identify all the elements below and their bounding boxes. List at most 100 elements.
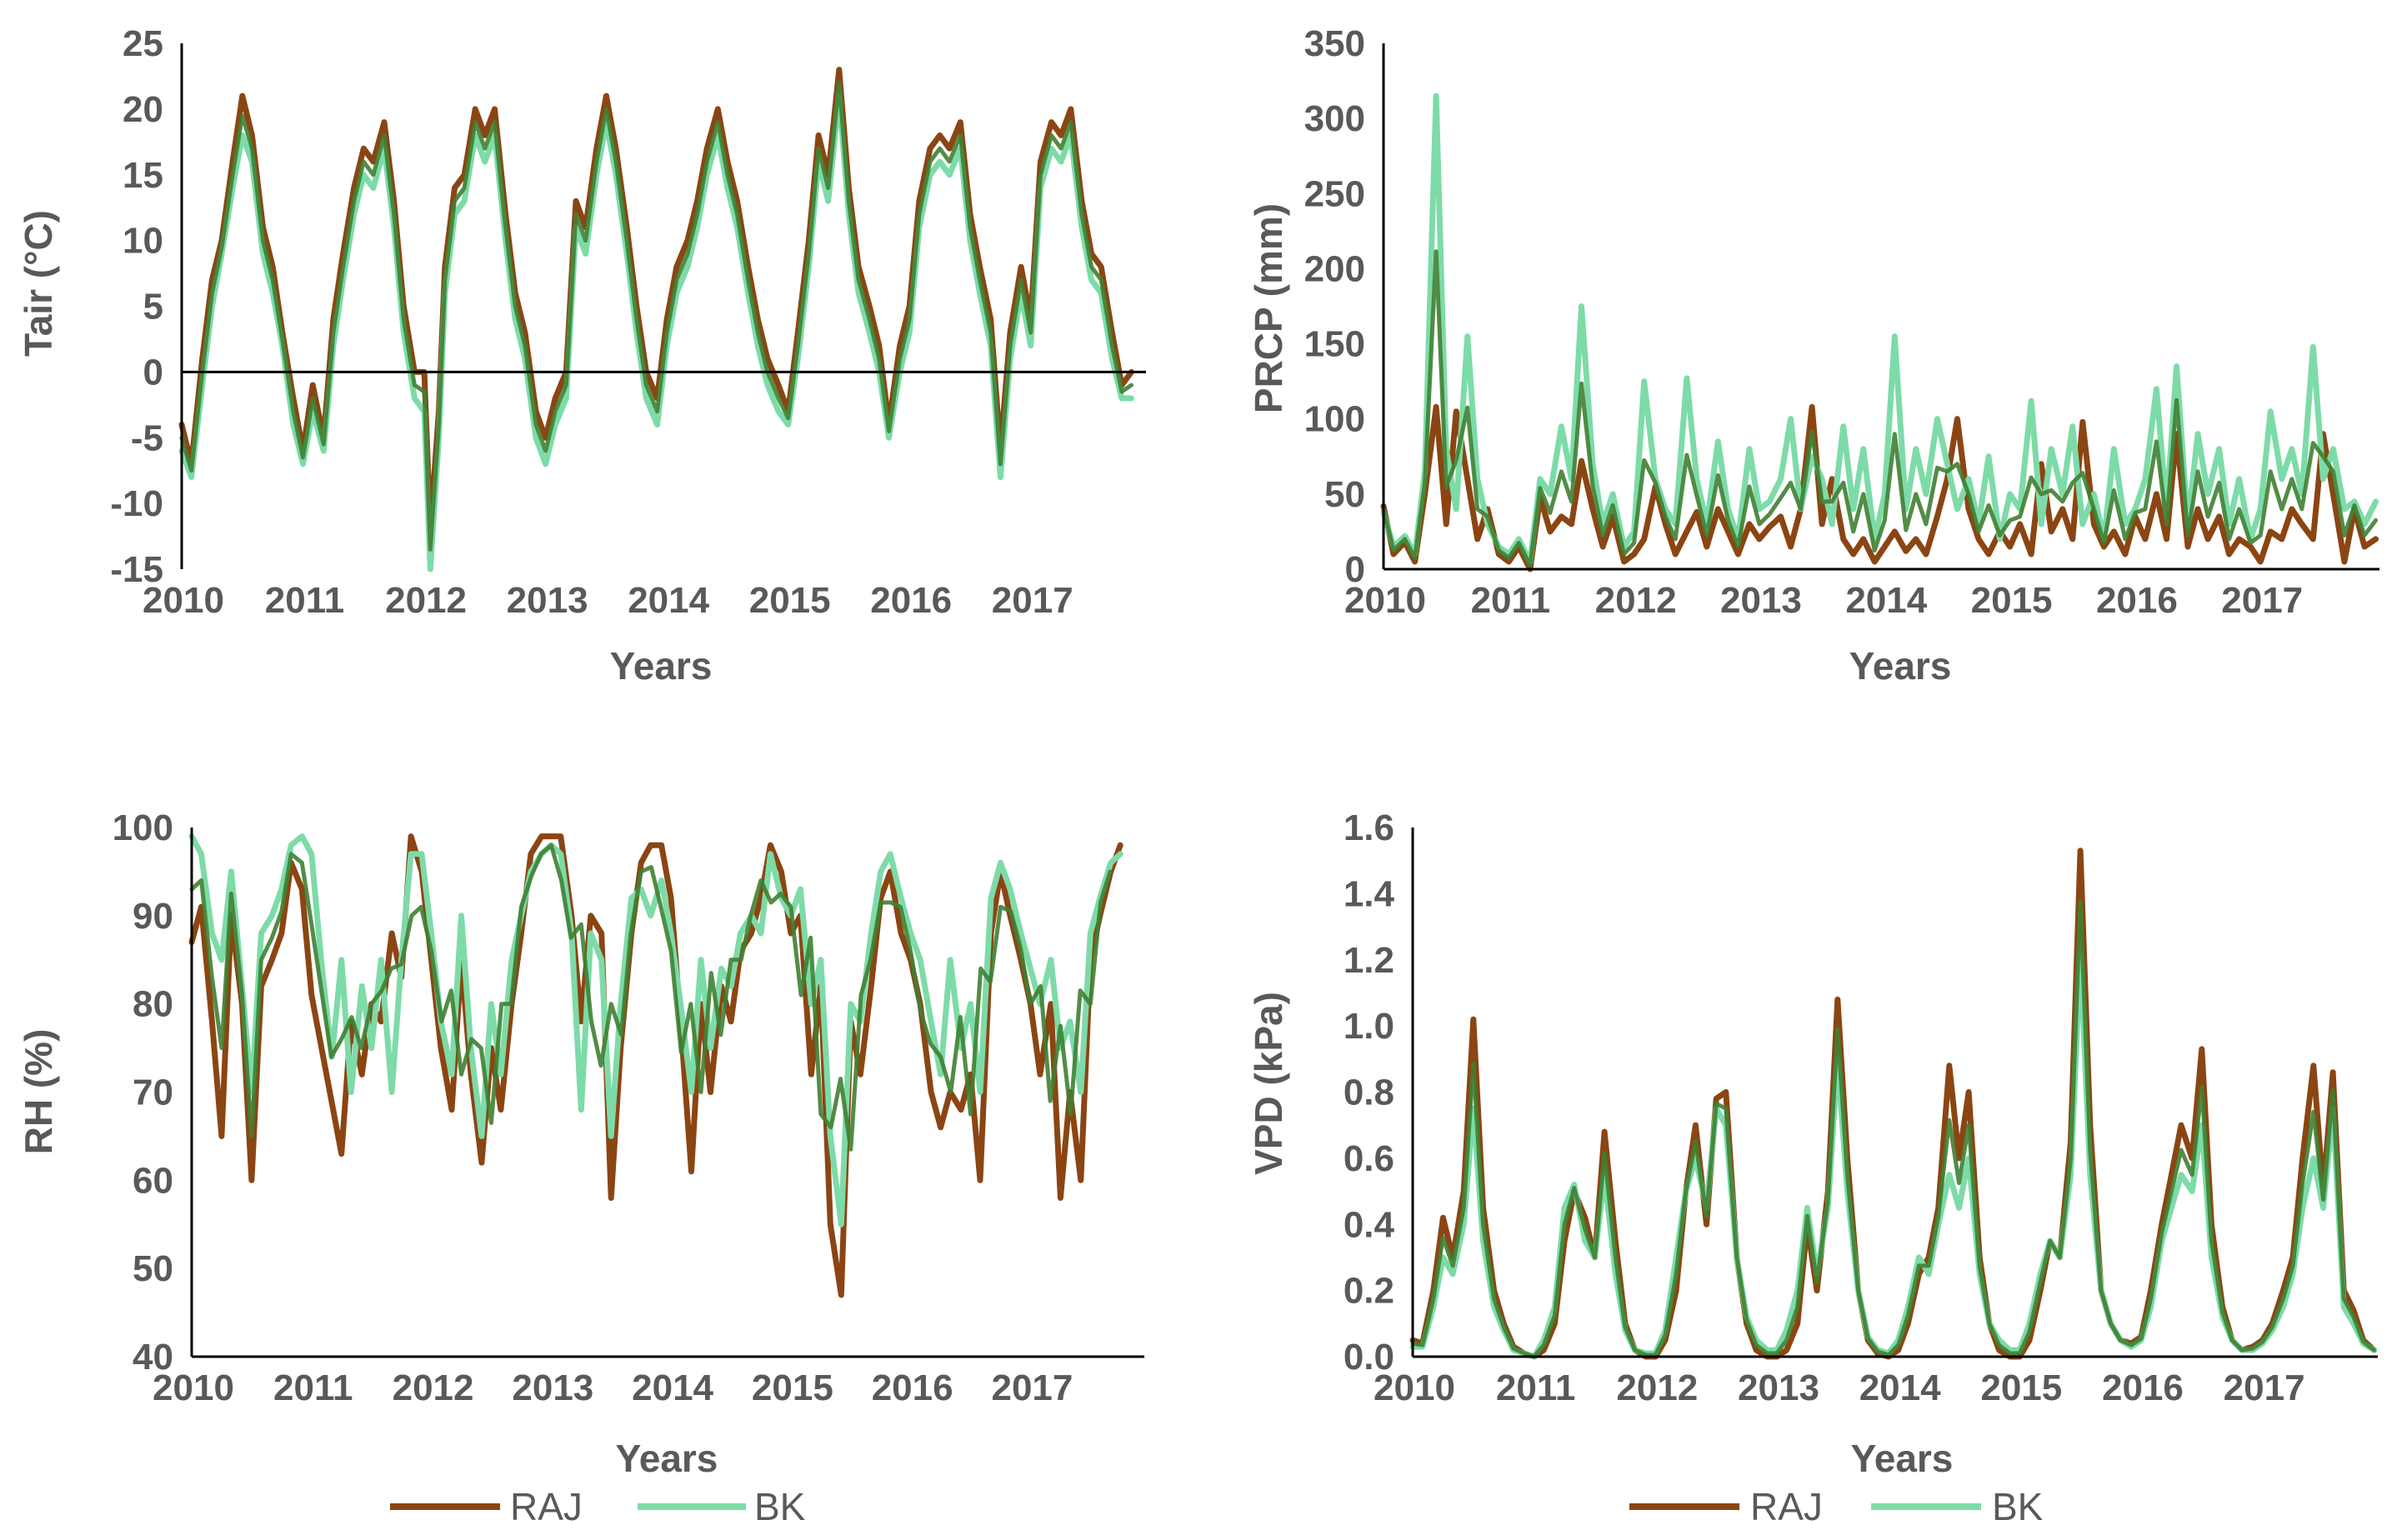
vpd-legend: RAJ BK	[1629, 1485, 2044, 1528]
prcp-y-tick-label: 300	[1304, 98, 1365, 139]
tair-y-tick-label: 25	[123, 23, 163, 64]
prcp-x-tick-label: 2011	[1471, 580, 1550, 621]
prcp-x-label: Years	[1849, 644, 1952, 688]
tair-axes	[180, 43, 1146, 569]
prcp-x-tick-label: 2010	[1344, 580, 1426, 621]
tair-series-overlap	[179, 80, 1133, 552]
prcp-y-ticks: 0 50 100 150 200 250 300 350	[1304, 23, 1365, 590]
vpd-x-tick-label: 2017	[2224, 1368, 2305, 1408]
prcp-y-tick-label: 50	[1324, 474, 1365, 515]
rh-y-tick-label: 70	[133, 1072, 173, 1113]
tair-x-label: Years	[610, 644, 713, 688]
vpd-x-tick-label: 2013	[1738, 1368, 1819, 1408]
vpd-y-tick-label: 1.0	[1344, 1006, 1394, 1047]
prcp-series-overlap	[1381, 249, 2378, 568]
vpd-y-ticks: 0.0 0.2 0.4 0.6 0.8 1.0 1.2 1.4 1.6	[1344, 808, 1395, 1378]
legend-bk-label: BK	[754, 1485, 806, 1528]
rh-series-overlap	[189, 842, 1113, 1152]
tair-x-tick-label: 2016	[870, 580, 952, 621]
prcp-y-label: PRCP (mm)	[1247, 203, 1290, 413]
legend-raj-label: RAJ	[1750, 1485, 1823, 1528]
vpd-y-tick-label: 1.4	[1344, 873, 1395, 914]
rh-y-tick-label: 80	[133, 984, 173, 1025]
rh-y-tick-label: 100	[113, 808, 173, 848]
tair-y-label: Tair (°C)	[17, 210, 60, 357]
rh-y-tick-label: 90	[133, 896, 173, 937]
panel-vpd: 0.0 0.2 0.4 0.6 0.8 1.0 1.2 1.4 1.6 2010 2011 2012…	[1247, 808, 2378, 1528]
prcp-series-bk	[1380, 92, 2379, 565]
rh-axes	[190, 828, 1144, 1358]
rh-legend: RAJ BK	[390, 1485, 806, 1528]
rh-x-label: Years	[616, 1437, 718, 1480]
prcp-y-tick-label: 200	[1304, 248, 1365, 289]
tair-x-tick-label: 2015	[749, 580, 831, 621]
vpd-x-tick-label: 2010	[1374, 1368, 1455, 1408]
prcp-x-tick-label: 2014	[1845, 580, 1927, 621]
tair-x-tick-label: 2012	[385, 580, 467, 621]
rh-y-tick-label: 40	[133, 1337, 173, 1378]
rh-x-tick-label: 2015	[752, 1368, 833, 1408]
vpd-y-tick-label: 0.4	[1344, 1204, 1395, 1245]
prcp-lines	[1380, 92, 2379, 572]
tair-y-tick-label: 10	[123, 221, 163, 262]
prcp-y-tick-label: 0	[1345, 549, 1365, 590]
legend-bk-label: BK	[1992, 1485, 2044, 1528]
rh-x-tick-label: 2011	[273, 1368, 353, 1408]
prcp-x-tick-label: 2017	[2221, 580, 2303, 621]
vpd-y-label: VPD (kPa)	[1247, 992, 1290, 1175]
vpd-x-tick-label: 2016	[2102, 1368, 2184, 1408]
rh-x-ticks: 2010 2011 2012 2013 2014 2015 2016 2017	[153, 1368, 1073, 1408]
prcp-y-tick-label: 350	[1304, 23, 1365, 64]
prcp-x-tick-label: 2016	[2096, 580, 2178, 621]
tair-y-tick-label: 15	[123, 155, 163, 196]
vpd-x-tick-label: 2012	[1616, 1368, 1698, 1408]
rh-x-tick-label: 2014	[632, 1368, 713, 1408]
tair-y-tick-label: 0	[143, 352, 163, 392]
prcp-y-tick-label: 150	[1304, 324, 1365, 365]
vpd-x-ticks: 2010 2011 2012 2013 2014 2015 2016 2017	[1374, 1368, 2305, 1408]
tair-series-raj	[178, 67, 1134, 533]
rh-y-tick-label: 50	[133, 1248, 173, 1289]
vpd-x-tick-label: 2011	[1496, 1368, 1575, 1408]
vpd-y-tick-label: 0.2	[1344, 1271, 1394, 1312]
tair-x-tick-label: 2010	[143, 580, 224, 621]
rh-x-tick-label: 2013	[512, 1368, 593, 1408]
vpd-y-tick-label: 0.8	[1344, 1072, 1394, 1113]
tair-y-tick-label: -5	[131, 418, 163, 458]
vpd-series-overlap	[1410, 899, 2377, 1359]
prcp-x-tick-label: 2012	[1595, 580, 1677, 621]
prcp-series-raj	[1380, 403, 2379, 572]
tair-lines	[178, 67, 1134, 572]
rh-x-tick-label: 2010	[153, 1368, 234, 1408]
prcp-x-tick-label: 2013	[1720, 580, 1802, 621]
tair-y-tick-label: -15	[110, 549, 163, 590]
tair-x-ticks: 2010 2011 2012 2013 2014 2015 2016 2017	[143, 580, 1073, 621]
rh-y-ticks: 40 50 60 70 80 90 100	[113, 808, 173, 1378]
tair-y-tick-label: -10	[110, 483, 163, 524]
tair-x-tick-label: 2017	[992, 580, 1073, 621]
vpd-axes	[1411, 828, 2378, 1358]
rh-y-label: RH (%)	[17, 1029, 60, 1155]
prcp-x-ticks: 2010 2011 2012 2013 2014 2015 2016 2017	[1344, 580, 2303, 621]
vpd-y-tick-label: 1.2	[1344, 940, 1394, 981]
prcp-axes	[1382, 43, 2379, 571]
legend-raj-label: RAJ	[510, 1485, 583, 1528]
tair-x-tick-label: 2011	[265, 580, 344, 621]
vpd-y-tick-label: 1.6	[1344, 808, 1394, 848]
vpd-y-tick-label: 0.6	[1344, 1138, 1394, 1179]
vpd-lines	[1409, 848, 2378, 1360]
rh-x-tick-label: 2012	[393, 1368, 474, 1408]
prcp-y-tick-label: 100	[1304, 399, 1365, 440]
tair-y-ticks: -15 -10 -5 0 5 10 15 20 25	[110, 23, 163, 590]
vpd-x-tick-label: 2015	[1980, 1368, 2062, 1408]
vpd-x-tick-label: 2014	[1859, 1368, 1941, 1408]
vpd-y-tick-label: 0.0	[1344, 1337, 1394, 1378]
tair-y-tick-label: 5	[143, 287, 163, 328]
vpd-x-label: Years	[1851, 1437, 1954, 1480]
tair-x-tick-label: 2013	[507, 580, 588, 621]
panel-prcp: 0 50 100 150 200 250 300 350 2010 2011 2012 2013 20…	[1247, 23, 2379, 688]
prcp-y-tick-label: 250	[1304, 173, 1365, 214]
rh-lines	[188, 833, 1123, 1298]
